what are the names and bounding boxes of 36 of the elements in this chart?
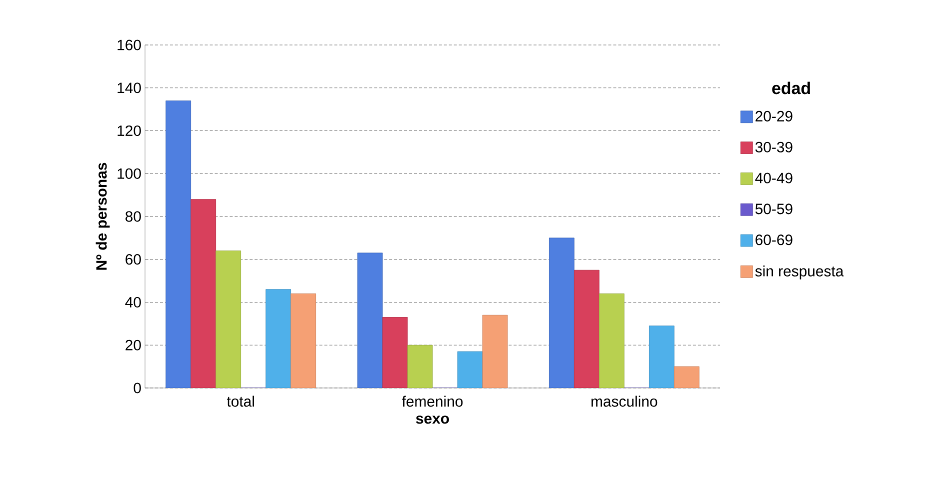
y-tick-label: 80 [126, 211, 141, 222]
y-tick-label: 40 [125, 296, 141, 308]
bar [482, 314, 508, 388]
bar [290, 293, 316, 388]
x-axis-title: sexo [416, 416, 449, 424]
bar [648, 326, 674, 388]
bar [548, 238, 574, 388]
bar [598, 293, 624, 388]
y-tick-label: 20 [126, 340, 141, 350]
y-tick-label: 160 [118, 40, 141, 50]
legend-label: 20-29 [756, 110, 792, 122]
legend-title: edad [772, 82, 810, 94]
bar [266, 289, 292, 388]
y-tick-label: 60 [126, 254, 141, 265]
y-tick-label: 140 [118, 82, 141, 94]
bar [357, 252, 383, 388]
legend-label: 30-39 [755, 142, 792, 152]
bar [674, 366, 700, 388]
y-tick-label: 100 [118, 168, 141, 179]
legend-label: 40-49 [755, 172, 792, 184]
y-axis-title: Nº de personas [96, 162, 110, 270]
legend-label: sin respuesta [755, 265, 844, 280]
bar [216, 250, 242, 388]
x-tick-label: masculino [592, 396, 658, 407]
y-tick-label: 0 [134, 382, 141, 394]
bar [457, 351, 483, 388]
bar [166, 100, 192, 388]
bar [190, 199, 216, 388]
legend-label: 60-69 [756, 234, 792, 246]
legend-label: 50-59 [755, 204, 792, 214]
x-tick-label: total [226, 396, 254, 407]
bar [407, 344, 433, 388]
y-tick-label: 120 [118, 125, 141, 136]
bar [382, 317, 408, 388]
bar [574, 270, 600, 388]
x-tick-label: femenino [402, 396, 463, 407]
